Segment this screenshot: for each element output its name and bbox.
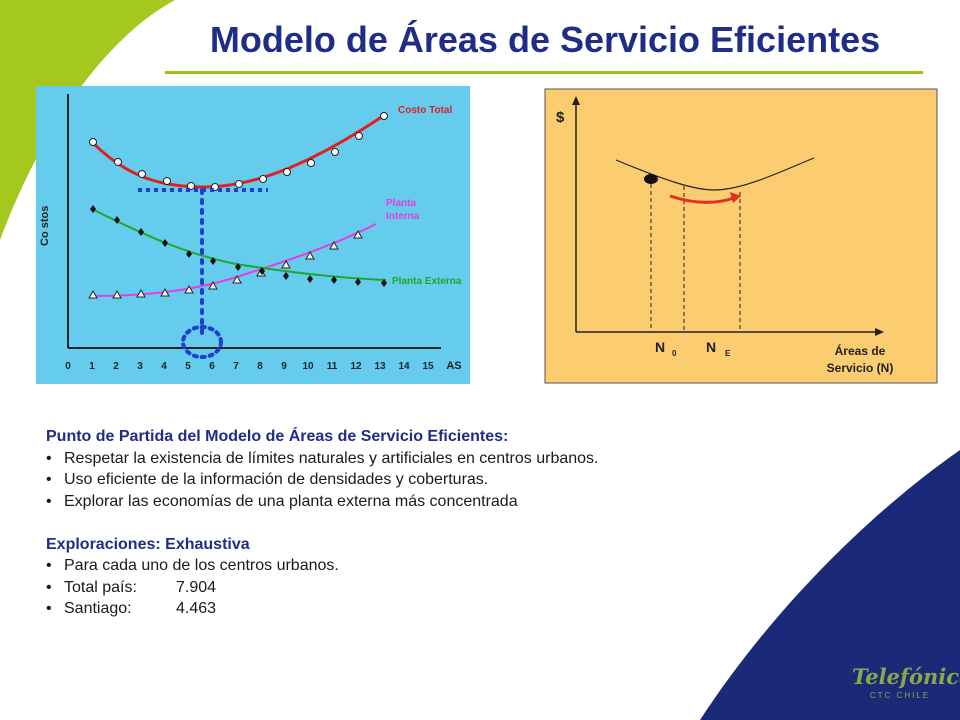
external-plant-label: Planta Externa <box>392 276 462 287</box>
page-title: Modelo de Áreas de Servicio Eficientes <box>209 19 881 60</box>
n0-subscript: 0 <box>672 349 677 358</box>
bullet-item: Explorar las economías de una planta ext… <box>46 491 806 513</box>
external-plant-markers <box>90 205 387 287</box>
current-point <box>644 174 658 184</box>
x-tick: 6 <box>209 361 215 372</box>
x-axis-label-2: Servicio (N) <box>827 361 894 375</box>
x-tick: 12 <box>350 361 362 372</box>
bullet-item-santiago: Santiago: 4.463 <box>46 598 806 620</box>
total-value: 7.904 <box>176 578 217 596</box>
shift-arrow <box>669 194 735 204</box>
section-heading-2: Exploraciones: Exhaustiva <box>46 535 250 553</box>
internal-plant-markers <box>88 229 363 299</box>
x-tick: 11 <box>327 361 338 372</box>
x-tick: 7 <box>233 361 239 372</box>
logo-subtitle: CTC CHILE <box>869 691 931 700</box>
optimum-circle-marker <box>181 325 223 359</box>
x-tick: 0 <box>65 361 71 372</box>
y-axis-label: Co stos <box>39 206 51 246</box>
x-tick: 4 <box>161 361 167 372</box>
x-tick: 15 <box>422 361 434 372</box>
x-axis-label: AS <box>446 360 461 372</box>
bullet-item: Respetar la existencia de límites natura… <box>46 448 806 470</box>
internal-plant-label-2: Interna <box>386 211 420 222</box>
title-underline <box>165 71 923 74</box>
x-tick: 3 <box>137 361 143 372</box>
santiago-label: Santiago: <box>64 600 132 617</box>
n0-label: N <box>655 339 665 355</box>
y-axis-label: $ <box>556 109 565 126</box>
x-tick: 1 <box>89 361 95 372</box>
chart-background <box>544 88 938 384</box>
body-text: Punto de Partida del Modelo de Áreas de … <box>46 426 806 620</box>
total-cost-markers <box>89 112 388 191</box>
x-tick: 9 <box>281 361 287 372</box>
ne-label: N <box>706 339 716 355</box>
chart-background <box>36 86 470 384</box>
spacer <box>46 512 806 534</box>
bullet-item-total: Total país: 7.904 <box>46 577 806 599</box>
telefonica-logo: Telefónica CTC CHILE <box>852 664 960 712</box>
bullet-item: Para cada uno de los centros urbanos. <box>46 555 806 577</box>
cost-curves-chart: Co stos 0 1 2 3 4 5 6 7 8 9 10 11 12 13 … <box>36 86 470 384</box>
x-tick: 13 <box>374 361 386 372</box>
x-tick: 14 <box>398 361 410 372</box>
ne-subscript: E <box>725 349 731 358</box>
x-tick: 10 <box>302 361 314 372</box>
internal-plant-label-1: Planta <box>386 198 416 209</box>
efficient-areas-chart: $ N 0 N E Áreas de Servicio (N) <box>544 88 938 384</box>
x-tick: 2 <box>113 361 119 372</box>
x-axis-label-1: Áreas de <box>835 343 886 358</box>
x-tick: 5 <box>185 361 191 372</box>
bullet-item: Uso eficiente de la información de densi… <box>46 469 806 491</box>
total-label: Total país: <box>64 578 137 596</box>
x-tick: 8 <box>257 361 263 372</box>
total-cost-label: Costo Total <box>398 105 452 116</box>
santiago-value: 4.463 <box>176 600 217 617</box>
section-heading-1: Punto de Partida del Modelo de Áreas de … <box>46 428 509 445</box>
logo-wordmark: Telefónica <box>852 664 960 689</box>
total-cost-line <box>90 112 387 189</box>
